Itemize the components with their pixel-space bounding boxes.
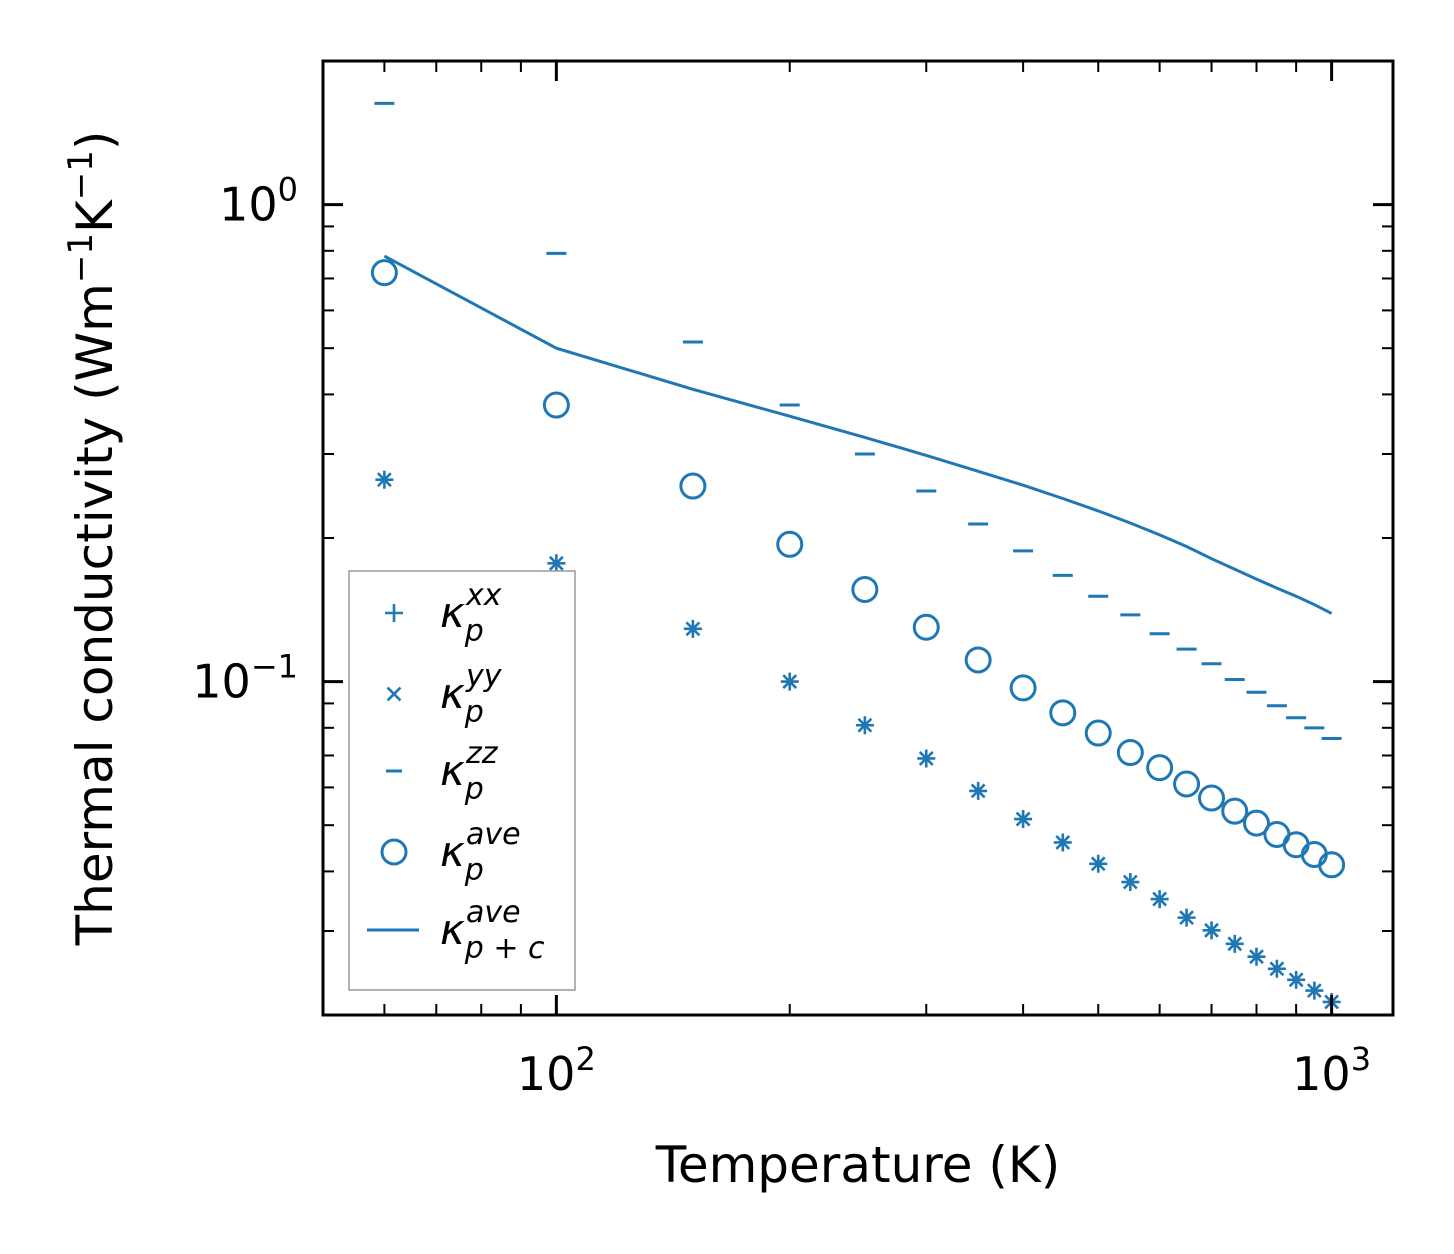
y-axis-label-exp2: −1 [61, 150, 101, 200]
series-line [383, 254, 1333, 615]
legend-marker [380, 838, 408, 866]
y-axis-label-unit: K [66, 199, 124, 233]
data-point [1084, 719, 1112, 747]
legend-box [348, 570, 576, 991]
plot-marks [370, 101, 1346, 1011]
y-axis-label-close: ) [66, 131, 124, 151]
data-point [964, 646, 992, 674]
data-point [1055, 835, 1071, 850]
data-point [548, 555, 564, 571]
data-point [370, 259, 398, 287]
data-point [1249, 949, 1264, 965]
data-point [1146, 754, 1174, 782]
tick-labels: 102 103 100 10−1 [192, 171, 1371, 1101]
legend-label: κp + cave [440, 895, 545, 966]
data-point [918, 751, 934, 766]
data-point [1227, 936, 1243, 952]
legend-item-3: κpzz [386, 736, 499, 807]
data-point [1269, 961, 1285, 977]
plot-frame [321, 59, 1395, 1017]
series-3 [374, 101, 1342, 740]
data-point [776, 530, 804, 558]
data-point [376, 472, 392, 488]
series-4 [370, 259, 1346, 879]
data-point [542, 391, 570, 419]
y-tick-label: 10−1 [192, 648, 298, 709]
y-axis-label: Thermal conductivity (Wm−1K−1) [61, 131, 124, 947]
data-point [1122, 874, 1138, 890]
data-point [1306, 983, 1322, 998]
data-point [1318, 851, 1346, 879]
y-axis-label-exp1: −1 [61, 233, 101, 283]
axis-ticks [322, 60, 1393, 1016]
data-point [1049, 699, 1077, 727]
y-tick-label: 100 [219, 171, 298, 232]
data-point [912, 613, 940, 641]
data-point [1288, 972, 1304, 988]
legend-label: κpxx [440, 578, 502, 649]
legend-label: κpave [440, 817, 521, 888]
series-2 [376, 472, 1340, 1010]
legend-marker [386, 686, 402, 702]
data-point [1116, 739, 1144, 767]
data-point [970, 783, 986, 799]
data-point [679, 472, 707, 500]
series-5 [383, 254, 1333, 615]
x-axis-label: Temperature (K) [655, 1136, 1060, 1194]
data-point [1179, 910, 1194, 926]
data-point [1242, 809, 1270, 837]
data-point [1015, 811, 1031, 827]
legend-marker [385, 604, 403, 622]
x-tick-label: 102 [517, 1040, 596, 1101]
legend-item-4: κpave [380, 817, 521, 888]
data-point [1221, 797, 1249, 825]
data-point [851, 575, 879, 603]
data-point [1152, 891, 1168, 907]
x-tick-label: 103 [1292, 1040, 1371, 1101]
data-point [1204, 922, 1219, 938]
legend-item-5: κp + cave [367, 895, 545, 966]
legend-label: κpyy [440, 659, 503, 730]
data-point [1198, 784, 1226, 812]
legend-label: κpzz [440, 736, 499, 807]
data-point [782, 674, 798, 689]
data-point [857, 717, 873, 733]
legend-item-2: κpyy [386, 659, 503, 730]
data-point [685, 621, 701, 637]
data-point [1009, 674, 1037, 702]
legend-item-1: κpxx [385, 578, 502, 649]
data-point [1090, 856, 1106, 872]
y-axis-label-main: Thermal conductivity (Wm [66, 283, 124, 946]
data-point [1173, 770, 1201, 798]
